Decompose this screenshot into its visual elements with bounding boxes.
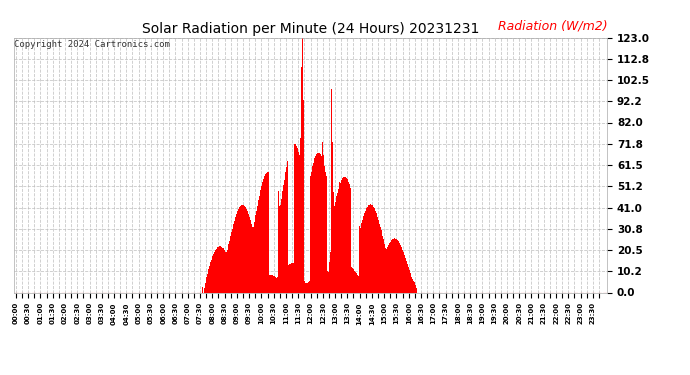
Text: Radiation (W/m2): Radiation (W/m2) <box>497 20 607 32</box>
Text: Copyright 2024 Cartronics.com: Copyright 2024 Cartronics.com <box>14 40 170 49</box>
Title: Solar Radiation per Minute (24 Hours) 20231231: Solar Radiation per Minute (24 Hours) 20… <box>142 22 479 36</box>
